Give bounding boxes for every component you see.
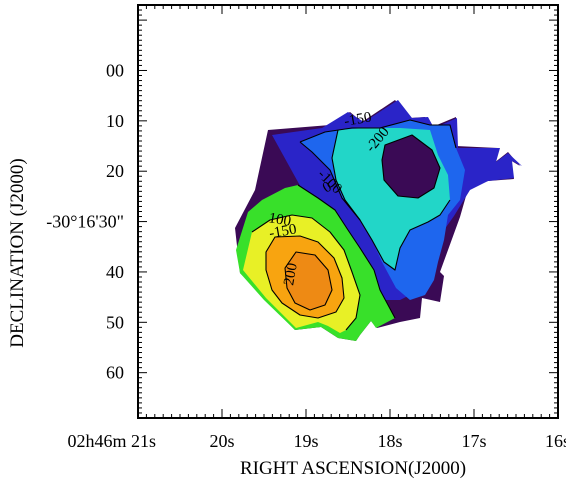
y-tick-label: 40 <box>106 262 124 282</box>
x-tick-labels: 02h46m 21s 20s 19s 18s 17s 16s <box>67 431 566 451</box>
region-gt-200 <box>285 252 332 310</box>
contour-label: 200 <box>281 262 301 287</box>
y-tick-label: 50 <box>106 312 124 332</box>
contour-line-200-neg <box>381 134 441 199</box>
contour-line-0 <box>297 184 396 319</box>
contour-line-150 <box>265 235 345 319</box>
contour-line-outer <box>299 141 361 221</box>
contour-fills <box>235 100 522 341</box>
x-tick-label: 19s <box>293 431 318 451</box>
contour-line-150-neg <box>299 119 457 149</box>
contour-line-100 <box>251 214 361 331</box>
y-tick-labels: 00 10 20 -30°16'30" 40 50 60 <box>46 60 124 382</box>
contour-lines <box>251 119 457 331</box>
x-tick-label: 18s <box>377 431 402 451</box>
x-tick-label: 16s <box>545 431 566 451</box>
contour-line-100-neg <box>331 129 451 271</box>
axis-ticks <box>137 4 559 419</box>
region-lt-200-core <box>382 135 440 198</box>
contour-label: 100 <box>267 210 292 230</box>
y-tick-label: 20 <box>106 161 124 181</box>
y-tick-label: 60 <box>106 363 124 383</box>
contour-line-200 <box>284 251 333 311</box>
x-tick-label: 17s <box>461 431 486 451</box>
x-tick-label: 02h46m 21s <box>67 431 156 451</box>
y-tick-label: 00 <box>106 60 124 80</box>
contour-label: -150 <box>343 109 373 130</box>
x-axis-title: RIGHT ASCENSION(J2000) <box>240 458 466 479</box>
y-tick-label: -30°16'30" <box>46 212 124 232</box>
y-tick-label: 10 <box>106 111 124 131</box>
x-tick-label: 20s <box>209 431 234 451</box>
y-axis-title: DECLINATION (J2000) <box>7 158 28 347</box>
contour-label: -150 <box>268 221 298 242</box>
